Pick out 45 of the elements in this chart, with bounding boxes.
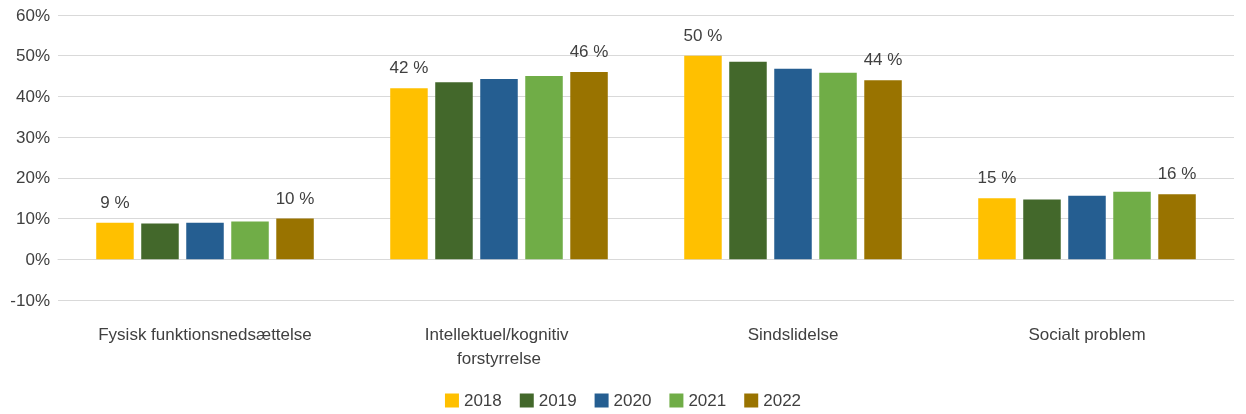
bar — [141, 223, 179, 260]
bar — [390, 88, 428, 260]
legend-label: 2020 — [613, 391, 652, 410]
legend-label: 2018 — [463, 391, 502, 410]
bar — [978, 198, 1016, 260]
x-tick-label: Intellektuel/kognitiv forstyrrelse — [424, 324, 574, 368]
legend-label: 2021 — [688, 391, 727, 410]
data-label: 46 % — [569, 42, 609, 61]
y-tick-label: 50% — [15, 46, 50, 66]
data-label: 10 % — [275, 188, 315, 208]
bar — [570, 72, 608, 260]
bar — [1068, 195, 1106, 260]
data-label: 16 % — [1157, 164, 1197, 184]
bar — [525, 76, 563, 260]
y-tick-label: 20% — [15, 168, 50, 188]
bar — [1113, 191, 1151, 260]
bar — [864, 80, 902, 260]
x-tick-label: Socialt problem — [1028, 324, 1146, 344]
bar — [1158, 194, 1196, 260]
data-label: 42 % — [389, 58, 429, 78]
y-tick-label: 40% — [15, 86, 50, 106]
y-tick-label: 30% — [15, 127, 50, 147]
bar — [186, 222, 224, 260]
x-tick-label: Sindslidelse — [747, 324, 839, 344]
bar — [774, 68, 812, 260]
bar — [729, 61, 767, 260]
bar — [96, 222, 134, 260]
bar — [1023, 199, 1061, 260]
bar — [480, 78, 518, 260]
x-tick-label: Fysisk funktionsnedsættelse — [98, 324, 312, 344]
data-label: 50 % — [683, 25, 723, 45]
data-label: 9 % — [100, 192, 130, 212]
y-tick-label: 10% — [15, 209, 50, 229]
y-tick-label: -10% — [10, 290, 50, 310]
bar — [819, 72, 857, 260]
legend-label: 2022 — [763, 391, 802, 410]
bar — [231, 221, 269, 260]
bar — [435, 82, 473, 260]
legend-label: 2019 — [538, 391, 577, 410]
y-tick-label: 60% — [15, 5, 50, 25]
bar — [276, 218, 314, 260]
bar — [684, 55, 722, 260]
data-label: 44 % — [863, 50, 903, 70]
data-label: 15 % — [977, 168, 1017, 188]
y-tick-label: 0% — [25, 249, 50, 269]
